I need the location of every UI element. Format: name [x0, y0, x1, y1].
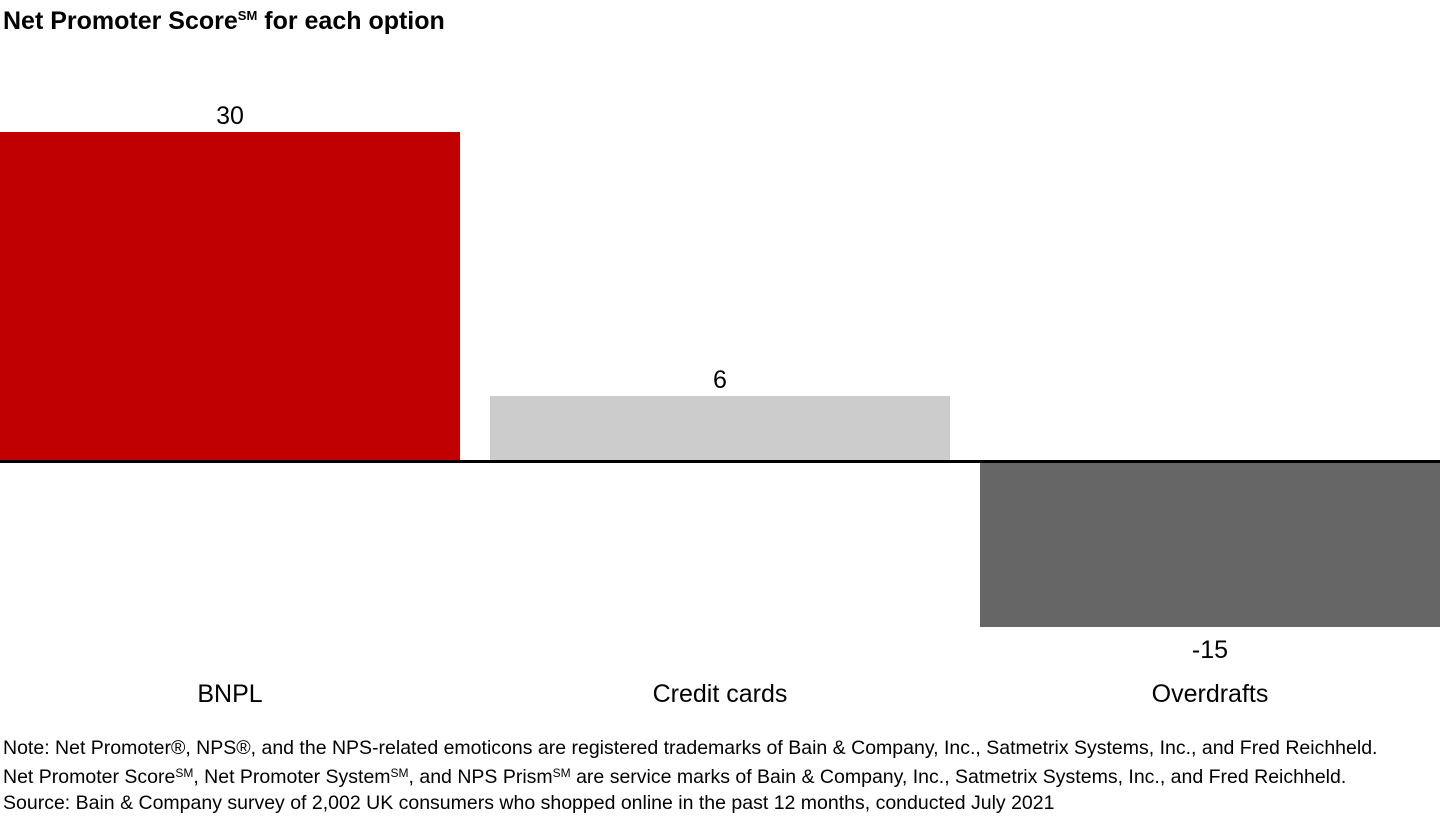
chart-title: Net Promoter ScoreSM for each option: [3, 1, 445, 36]
servicemark-sup: SM: [175, 766, 194, 781]
footnote-servicemark-line: Net Promoter ScoreSM, Net Promoter Syste…: [3, 766, 1347, 789]
bar-overdrafts: [980, 462, 1440, 627]
category-label-bnpl: BNPL: [197, 680, 263, 708]
bar-credit-cards: [490, 396, 950, 462]
chart-title-rest: for each option: [257, 7, 445, 35]
chart-title-servicemark-sup: SM: [237, 8, 258, 23]
servicemark-sup: SM: [390, 766, 409, 781]
footnote-source-line: Source: Bain & Company survey of 2,002 U…: [3, 791, 1055, 814]
value-label-credit-cards: 6: [713, 366, 727, 394]
value-label-overdrafts: -15: [1191, 636, 1229, 664]
footnote: Note: Net Promoter®, NPS®, and the NPS-r…: [3, 736, 1440, 816]
x-axis-line: [0, 460, 1440, 463]
servicemark-sup: SM: [552, 766, 571, 781]
category-label-overdrafts: Overdrafts: [1151, 680, 1269, 708]
value-label-bnpl: 30: [216, 102, 244, 130]
category-label-credit-cards: Credit cards: [652, 680, 788, 708]
footnote-note-line: Note: Net Promoter®, NPS®, and the NPS-r…: [3, 737, 1378, 759]
bar-bnpl: [0, 132, 460, 462]
chart-title-text: Net Promoter Score: [3, 7, 238, 35]
